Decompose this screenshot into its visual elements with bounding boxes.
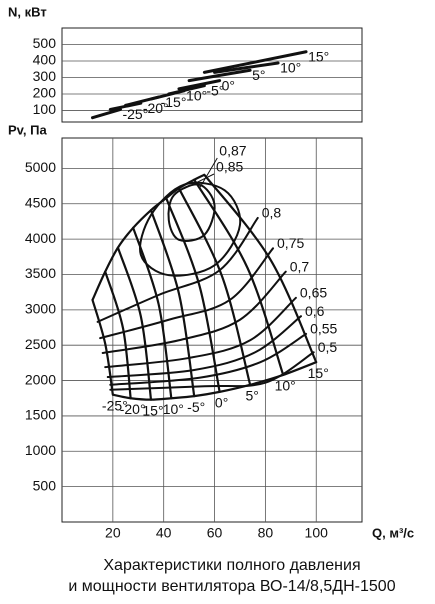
- efficiency-label: 0,5: [318, 339, 338, 355]
- series-label: 15°: [308, 48, 329, 64]
- plot-frame: [61, 27, 363, 123]
- angle-label: 0°: [215, 395, 228, 411]
- y-tick-label: 2500: [25, 336, 56, 352]
- series-label: -25°: [122, 106, 148, 122]
- y-tick-label: 3500: [25, 265, 56, 281]
- y-tick-label: 500: [33, 477, 57, 493]
- series-label: 5°: [252, 67, 265, 83]
- efficiency-label: 0,87: [219, 143, 246, 159]
- curve: [101, 270, 287, 354]
- y-tick-label: 300: [33, 68, 57, 84]
- curve: [213, 61, 280, 74]
- curve: [91, 107, 122, 120]
- angle-label: -25°: [102, 397, 128, 413]
- caption: Характеристики полного давления: [103, 557, 360, 574]
- curve: [104, 296, 297, 369]
- envelope: [91, 173, 205, 301]
- curve: [99, 247, 275, 340]
- curve: [165, 197, 221, 393]
- x-axis-label: Q, м³/с: [372, 525, 414, 540]
- leader-line: [183, 173, 215, 190]
- curve: [109, 332, 308, 386]
- curve: [96, 216, 259, 323]
- curve: [187, 68, 252, 83]
- series-label: -20°: [143, 100, 169, 116]
- curve: [202, 50, 308, 74]
- efficiency-label: 0,65: [300, 285, 327, 301]
- angle-label: -20°: [120, 401, 146, 417]
- x-tick-label: 20: [105, 525, 121, 541]
- series-label: 0°: [222, 77, 235, 93]
- curve: [167, 84, 206, 96]
- y-tick-label: 500: [33, 35, 57, 51]
- angle-label: 10°: [275, 378, 296, 394]
- angle-label: 15°: [308, 365, 329, 381]
- efficiency-label: 0,75: [277, 235, 304, 251]
- efficiency-label: 0,55: [310, 321, 337, 337]
- curve: [149, 209, 196, 398]
- y-tick-label: 1000: [25, 442, 56, 458]
- y-axis-label: Pv, Па: [8, 122, 48, 137]
- series-label: 10°: [186, 88, 207, 104]
- efficiency-label: 0,7: [290, 258, 310, 274]
- angle-label: 10°: [163, 401, 184, 417]
- curve: [167, 183, 216, 242]
- y-tick-label: 100: [33, 101, 57, 117]
- curve: [109, 351, 315, 391]
- y-tick-label: 4000: [25, 230, 56, 246]
- y-tick-label: 200: [33, 85, 57, 101]
- curve: [177, 79, 222, 91]
- y-tick-label: 2000: [25, 371, 56, 387]
- plot-frame: [61, 137, 363, 523]
- x-tick-label: 100: [305, 525, 329, 541]
- y-tick-label: 5000: [25, 159, 56, 175]
- curve: [91, 298, 114, 396]
- curve: [193, 178, 285, 377]
- series-label: -15°: [161, 94, 187, 110]
- efficiency-label: 0,85: [216, 159, 243, 175]
- curve: [177, 187, 252, 386]
- curve: [203, 173, 318, 364]
- y-tick-label: 400: [33, 52, 57, 68]
- x-tick-label: 60: [207, 525, 223, 541]
- angle-label: 15°: [142, 402, 163, 418]
- x-tick-label: 80: [258, 525, 274, 541]
- y-tick-label: 4500: [25, 194, 56, 210]
- caption: и мощности вентилятора ВО-14/8,5ДН-1500: [68, 578, 395, 595]
- efficiency-label: 0,6: [305, 303, 325, 319]
- envelope: [112, 361, 317, 401]
- y-tick-label: 1500: [25, 407, 56, 423]
- y-axis-label: N, кВт: [8, 4, 47, 19]
- series-label: -5°: [206, 82, 224, 98]
- x-tick-label: 40: [156, 525, 172, 541]
- y-tick-label: 3000: [25, 301, 56, 317]
- curve: [139, 181, 242, 277]
- angle-label: -5°: [187, 399, 205, 415]
- series-label: 10°: [280, 60, 301, 76]
- efficiency-label: 0,8: [262, 205, 282, 221]
- curve: [106, 315, 302, 379]
- angle-label: 5°: [245, 388, 258, 404]
